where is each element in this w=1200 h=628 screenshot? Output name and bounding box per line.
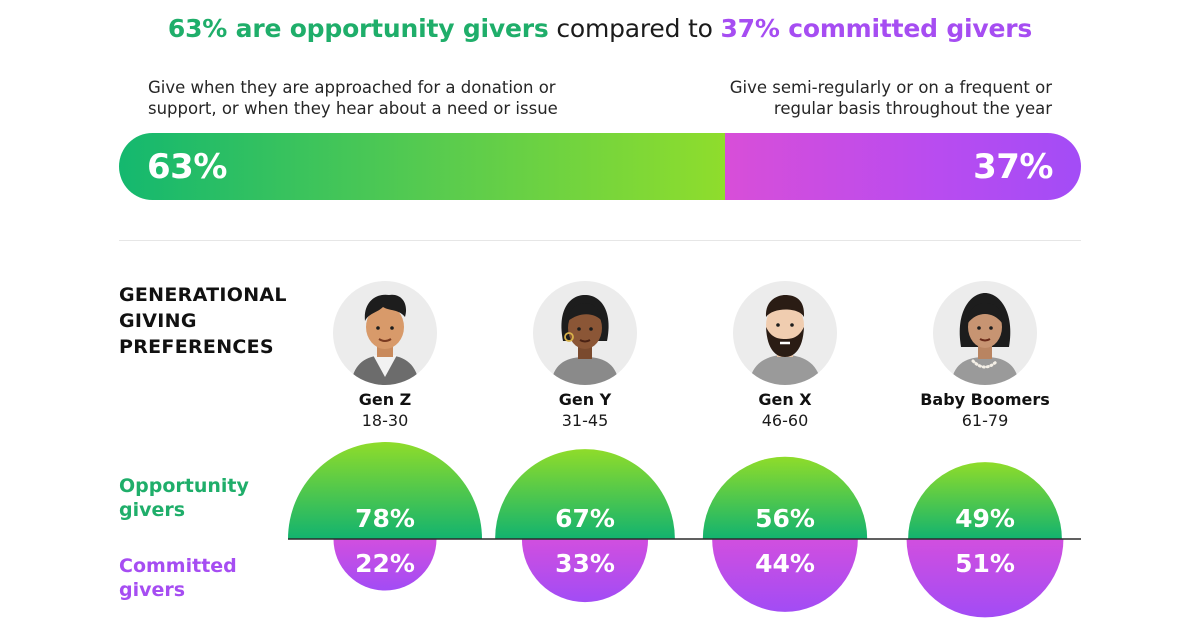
opportunity-bubble	[702, 456, 868, 539]
committed-row-label: Committed givers	[119, 555, 237, 601]
opportunity-bubble	[495, 449, 675, 539]
generation-name: Gen Z	[358, 390, 412, 409]
committed-bubble	[521, 539, 649, 603]
woman-avatar-icon	[533, 281, 637, 385]
older-woman-avatar-icon	[933, 281, 1037, 385]
section-title: GENERATIONAL GIVING PREFERENCES	[119, 284, 287, 358]
generation-ages: 18-30	[361, 411, 409, 430]
headline: 63% are opportunity givers compared to 3…	[0, 14, 1200, 43]
committed-bubble	[906, 539, 1064, 618]
bearded-man-avatar-icon	[733, 281, 837, 385]
generation-ages: 46-60	[761, 411, 809, 430]
committed-share-label: 37%	[973, 146, 1053, 187]
generation-ages: 61-79	[961, 411, 1009, 430]
committed-bubble	[712, 539, 858, 612]
committed-share-segment: 37%	[725, 133, 1081, 200]
committed-value-label: 51%	[955, 549, 1015, 578]
opportunity-share-label: 63%	[147, 146, 227, 187]
opportunity-value-label: 49%	[955, 504, 1015, 533]
opportunity-share-segment: 63%	[119, 133, 726, 200]
opportunity-description: Give when they are approached for a dona…	[148, 78, 558, 118]
generation-name: Baby Boomers	[920, 390, 1050, 409]
generation-ages: 31-45	[561, 411, 609, 430]
headline-compared: compared to	[548, 14, 721, 43]
opportunity-row-label: Opportunity givers	[119, 475, 249, 521]
generation-name: Gen Y	[558, 390, 612, 409]
section-divider	[119, 240, 1081, 241]
committed-bubble	[333, 539, 437, 591]
committed-value-label: 33%	[555, 549, 615, 578]
committed-description: Give semi-regularly or on a frequent or …	[729, 78, 1052, 118]
generation-name: Gen X	[758, 390, 812, 409]
committed-value-label: 44%	[755, 549, 815, 578]
opportunity-bubble	[288, 442, 482, 539]
opportunity-value-label: 67%	[555, 504, 615, 533]
young-man-avatar-icon	[333, 281, 437, 385]
headline-opportunity: 63% are opportunity givers	[167, 14, 549, 43]
opportunity-value-label: 56%	[755, 504, 815, 533]
committed-value-label: 22%	[355, 549, 415, 578]
opportunity-bubble	[908, 462, 1062, 539]
overall-share-bar: 63% 37%	[119, 133, 1081, 200]
headline-committed: 37% committed givers	[720, 14, 1033, 43]
opportunity-value-label: 78%	[355, 504, 415, 533]
